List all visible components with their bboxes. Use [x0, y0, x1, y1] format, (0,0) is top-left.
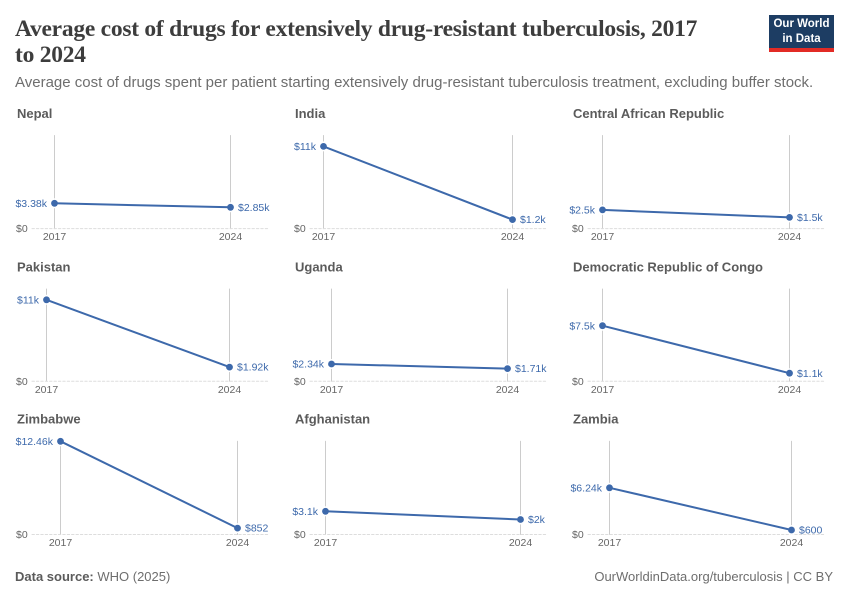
svg-text:$1.92k: $1.92k [237, 362, 269, 374]
svg-text:$7.5k: $7.5k [569, 320, 595, 332]
svg-text:$1.2k: $1.2k [520, 214, 546, 226]
svg-text:$2.5k: $2.5k [569, 205, 595, 217]
svg-text:2017: 2017 [49, 537, 73, 549]
svg-text:$852: $852 [245, 523, 269, 535]
svg-text:$0: $0 [572, 529, 584, 541]
svg-text:2024: 2024 [218, 384, 242, 396]
svg-text:$0: $0 [572, 376, 584, 388]
svg-text:2024: 2024 [778, 384, 802, 396]
svg-text:$2.34k: $2.34k [292, 359, 324, 371]
svg-text:$0: $0 [16, 376, 28, 388]
svg-text:2017: 2017 [314, 537, 338, 549]
svg-text:Nepal: Nepal [17, 106, 52, 121]
svg-text:$3.38k: $3.38k [15, 198, 47, 210]
svg-text:$12.46k: $12.46k [16, 436, 54, 448]
svg-text:2017: 2017 [598, 537, 622, 549]
svg-text:$2.85k: $2.85k [238, 202, 270, 214]
svg-text:$2k: $2k [528, 514, 546, 526]
svg-text:$1.5k: $1.5k [797, 212, 823, 224]
svg-text:$1.1k: $1.1k [797, 368, 823, 380]
svg-text:2017: 2017 [43, 231, 67, 243]
svg-text:$11k: $11k [17, 294, 40, 306]
svg-text:$0: $0 [294, 223, 306, 235]
svg-text:2024: 2024 [219, 231, 243, 243]
svg-text:$0: $0 [294, 376, 306, 388]
svg-text:2017: 2017 [591, 384, 615, 396]
svg-text:2017: 2017 [312, 231, 336, 243]
svg-text:2024: 2024 [780, 537, 804, 549]
svg-text:2024: 2024 [496, 384, 520, 396]
svg-text:2024: 2024 [778, 231, 802, 243]
svg-text:$0: $0 [294, 529, 306, 541]
svg-text:$11k: $11k [294, 141, 317, 153]
svg-text:2017: 2017 [35, 384, 59, 396]
svg-text:$0: $0 [16, 223, 28, 235]
svg-text:$0: $0 [572, 223, 584, 235]
svg-text:Afghanistan: Afghanistan [295, 412, 370, 427]
svg-text:$3.1k: $3.1k [292, 506, 318, 518]
svg-text:$0: $0 [16, 529, 28, 541]
svg-text:2024: 2024 [501, 231, 525, 243]
svg-text:$600: $600 [799, 525, 823, 537]
svg-text:2017: 2017 [320, 384, 344, 396]
svg-text:Democratic Republic of Congo: Democratic Republic of Congo [573, 259, 763, 274]
svg-text:2024: 2024 [226, 537, 250, 549]
svg-text:India: India [295, 106, 326, 121]
svg-text:$6.24k: $6.24k [570, 482, 602, 494]
svg-text:Central African Republic: Central African Republic [573, 106, 724, 121]
svg-text:Pakistan: Pakistan [17, 259, 71, 274]
svg-text:2017: 2017 [591, 231, 615, 243]
svg-text:2024: 2024 [509, 537, 533, 549]
svg-text:$1.71k: $1.71k [515, 363, 547, 375]
svg-text:Uganda: Uganda [295, 259, 343, 274]
svg-text:Zambia: Zambia [573, 412, 619, 427]
svg-text:Zimbabwe: Zimbabwe [17, 412, 81, 427]
